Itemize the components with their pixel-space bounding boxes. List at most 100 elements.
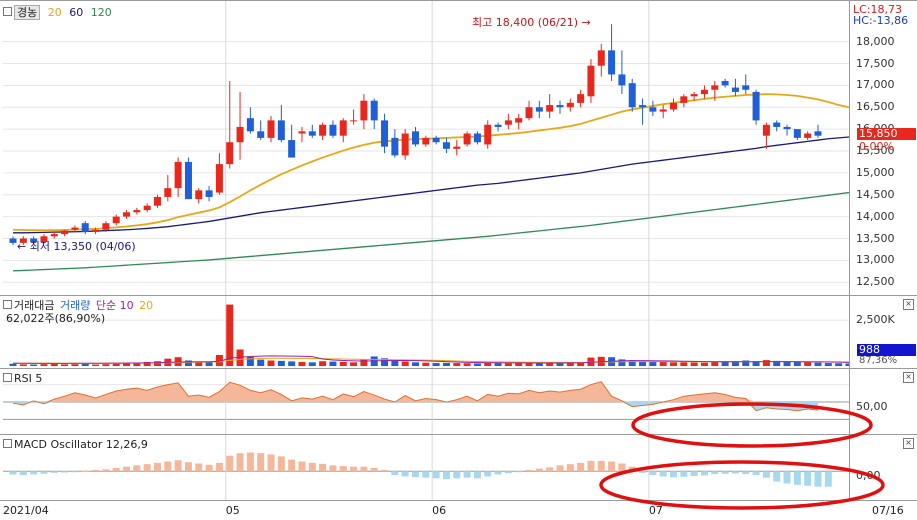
- macd-osc-bar: [40, 471, 48, 474]
- volume-tag: 988: [857, 344, 916, 356]
- macd-osc-bar: [30, 471, 38, 475]
- macd-osc-bar: [50, 471, 58, 473]
- candle-body: [360, 100, 368, 121]
- volume-bar: [556, 363, 564, 366]
- price-axis: LC:18,73 HC:-13,86 18,000 17,500 17,000 16,…: [849, 1, 917, 295]
- volume-bar: [195, 362, 203, 366]
- candle-body: [298, 131, 306, 134]
- volume-value: 62,022주(86,90%): [6, 312, 106, 325]
- macd-osc-bar: [61, 471, 69, 473]
- legend-stock-name: 경농: [14, 5, 41, 20]
- macd-osc-bar: [659, 471, 667, 477]
- volume-bar: [680, 362, 688, 366]
- rsi-axis: × 50,00: [849, 369, 917, 434]
- volume-bar: [628, 360, 636, 366]
- macd-osc-bar: [205, 464, 213, 472]
- candle-body: [350, 120, 358, 122]
- volume-bar: [319, 361, 327, 366]
- candle-body: [308, 131, 316, 136]
- legend-box-icon[interactable]: [3, 373, 12, 382]
- macd-osc-bar: [618, 463, 626, 472]
- candle-body: [484, 124, 492, 145]
- candle-body: [597, 50, 605, 66]
- macd-title: MACD Oscillator 12,26,9: [14, 438, 148, 451]
- candle-body: [236, 126, 244, 143]
- volume-bar: [618, 359, 626, 366]
- price-tick-label: 14,000: [856, 209, 895, 223]
- price-tick-label: 18,000: [856, 34, 895, 48]
- rsi-tick: 50,00: [856, 400, 888, 413]
- volume-bar: [339, 361, 347, 366]
- volume-bar: [432, 363, 440, 366]
- close-icon[interactable]: ×: [903, 438, 914, 449]
- close-icon[interactable]: ×: [903, 299, 914, 310]
- volume-bar: [824, 363, 832, 366]
- candle-body: [494, 124, 502, 127]
- legend-box-icon[interactable]: [3, 300, 12, 309]
- candle-body: [133, 210, 141, 213]
- macd-osc-bar: [184, 462, 192, 472]
- macd-osc-bar: [680, 471, 688, 477]
- date-tick-label: 05: [225, 504, 240, 517]
- macd-osc-bar: [824, 471, 832, 487]
- macd-osc-bar: [639, 471, 647, 473]
- price-plot: [3, 1, 860, 296]
- macd-osc-bar: [112, 468, 120, 472]
- candle-body: [71, 227, 79, 230]
- macd-osc-bar: [752, 471, 760, 476]
- pct-tag: 0,00%: [859, 140, 894, 153]
- macd-osc-bar: [504, 471, 512, 474]
- volume-bar: [752, 361, 760, 366]
- volume-axis: × 2,500K 988 87,36%: [849, 296, 917, 368]
- volume-bar: [40, 364, 48, 366]
- macd-osc-bar: [246, 452, 254, 472]
- legend-box-icon[interactable]: [3, 7, 12, 16]
- volume-bar: [257, 359, 265, 366]
- volume-bar: [546, 362, 554, 366]
- macd-osc-bar: [473, 471, 481, 479]
- candle-body: [566, 102, 574, 108]
- candle-body: [659, 109, 667, 112]
- volume-bar: [721, 361, 729, 366]
- macd-osc-bar: [267, 454, 275, 472]
- rsi-plot: [3, 369, 849, 435]
- macd-osc-bar: [288, 459, 296, 472]
- volume-bar: [700, 362, 708, 366]
- volume-title-amount: 거래대금: [14, 299, 55, 312]
- price-tick-label: 17,000: [856, 78, 895, 92]
- date-tick-label: 07/16: [872, 504, 904, 517]
- macd-osc-bar: [628, 466, 636, 472]
- candle-body: [205, 190, 213, 197]
- macd-osc-bar: [793, 471, 801, 485]
- macd-osc-bar: [484, 471, 492, 477]
- macd-axis: × 0,00: [849, 435, 917, 500]
- volume-bar: [329, 361, 337, 366]
- volume-bar: [112, 363, 120, 366]
- close-icon[interactable]: ×: [903, 372, 914, 383]
- macd-osc-bar: [350, 466, 358, 472]
- macd-osc-bar: [153, 462, 161, 472]
- macd-osc-bar: [401, 471, 409, 477]
- volume-bar: [504, 363, 512, 366]
- macd-osc-bar: [19, 471, 27, 476]
- candle-body: [432, 137, 440, 143]
- candle-body: [277, 120, 285, 141]
- volume-bar: [525, 362, 533, 366]
- legend-box-icon[interactable]: [3, 439, 12, 448]
- volume-pane: 거래대금 거래량 단순 10 20 62,022주(86,90%) × 2,50…: [0, 295, 917, 369]
- volume-bar: [9, 363, 17, 366]
- volume-bar: [473, 363, 481, 366]
- volume-plot: [3, 296, 863, 369]
- rsi-line: [12, 381, 819, 412]
- candle-body: [680, 96, 688, 103]
- legend-ma20: 20: [47, 6, 62, 19]
- candle-body: [339, 120, 347, 136]
- candle-body: [164, 188, 172, 197]
- macd-osc-bar: [525, 469, 533, 472]
- macd-osc-bar: [566, 464, 574, 472]
- date-axis: 2021/04 05 06 07 07/16: [0, 500, 917, 520]
- macd-osc-bar: [277, 456, 285, 472]
- macd-osc-bar: [92, 469, 100, 472]
- macd-osc-bar: [329, 465, 337, 472]
- volume-bar: [184, 360, 192, 366]
